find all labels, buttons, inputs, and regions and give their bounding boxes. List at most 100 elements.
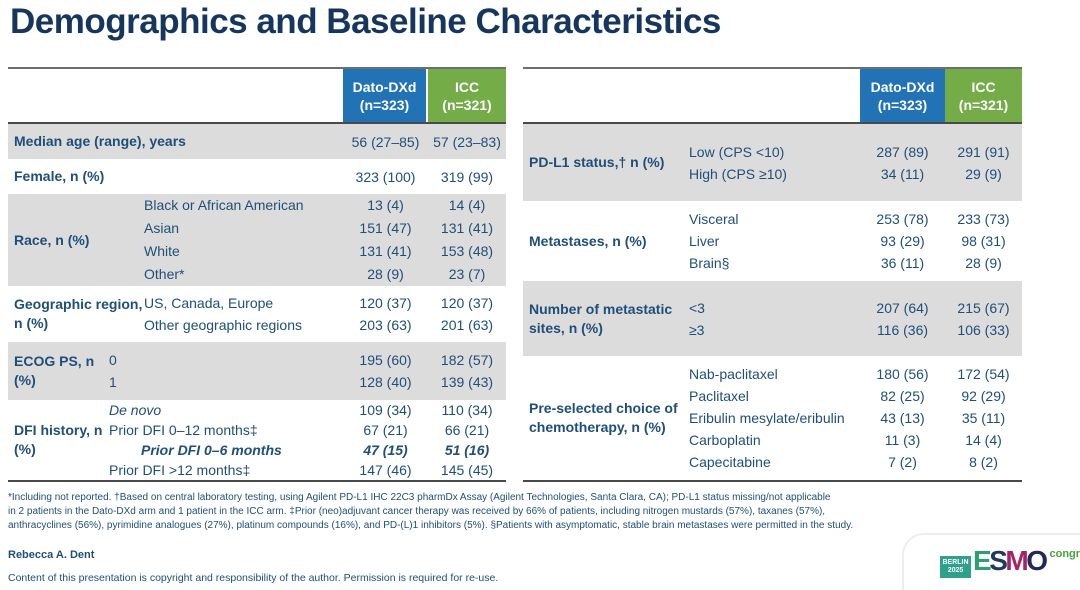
column-header-dato-n: (n=323) — [359, 96, 410, 113]
footnote-line: anthracyclines (56%), pyrimidine analogu… — [8, 520, 854, 531]
footnote-line: *Including not reported. †Based on centr… — [8, 492, 831, 503]
sublabel: Other geographic regions — [144, 317, 302, 333]
value-icc: 51 (16) — [444, 442, 490, 458]
left-table-header: Dato-DXd (n=323) ICC (n=321) — [8, 69, 506, 124]
value-icc: 28 (9) — [965, 255, 1002, 271]
values-icc: 110 (34) 66 (21) 51 (16) 145 (45) — [428, 400, 506, 480]
row-label: DFI history, n (%) — [14, 422, 103, 457]
value-icc: 139 (43) — [440, 374, 494, 390]
value-dato: 131 (41) — [359, 243, 412, 259]
right-table: Dato-DXd (n=323) ICC (n=321) PD-L1 statu… — [523, 67, 1022, 482]
table-row-median-age: Median age (range), years 56 (27–85) 57 … — [8, 124, 506, 159]
table-row-pdl1-status: PD-L1 status,† n (%) Low (CPS <10) High … — [523, 124, 1022, 201]
value-icc: 110 (34) — [441, 402, 493, 418]
left-table: Dato-DXd (n=323) ICC (n=321) Median age … — [8, 67, 506, 482]
row-label: Pre-selected choice of chemotherapy, n (… — [529, 400, 678, 435]
sublabel: Brain§ — [689, 255, 730, 271]
column-header-icc-name: ICC — [971, 78, 996, 95]
value-dato: 120 (37) — [359, 295, 412, 311]
values-icc: 120 (37) 201 (63) — [428, 286, 506, 342]
row-label: ECOG PS, n (%) — [14, 353, 95, 388]
column-header-icc: ICC (n=321) — [428, 69, 506, 122]
row-sublabels: Low (CPS <10) High (CPS ≥10) — [689, 124, 860, 201]
row-label: PD-L1 status,† n (%) — [529, 154, 665, 170]
column-header-icc-n: (n=321) — [958, 96, 1009, 113]
value-dato: 109 (34) — [359, 402, 412, 418]
esmo-logo-card: BERLIN 2025 ESMO congress — [902, 533, 1080, 590]
page-title: Demographics and Baseline Characteristic… — [10, 2, 721, 41]
values-dato: 195 (60) 128 (40) — [343, 342, 428, 400]
row-sublabels: De novo Prior DFI 0–12 months‡ Prior DFI… — [109, 400, 343, 480]
sublabel: Prior DFI 0–6 months — [141, 442, 282, 458]
copyright-note: Content of this presentation is copyrigh… — [8, 572, 499, 584]
value-icc: 215 (67) — [957, 299, 1010, 316]
badge-venue: BERLIN — [942, 559, 969, 566]
values-dato: 120 (37) 203 (63) — [343, 286, 428, 342]
value-dato: 34 (11) — [880, 165, 925, 182]
column-header-dato-name: Dato-DXd — [870, 78, 935, 95]
congress-label: congress — [1049, 548, 1080, 560]
sublabel: ≥3 — [689, 321, 705, 338]
value-icc: 131 (41) — [440, 220, 494, 236]
row-label: Geographic region, n (%) — [14, 296, 143, 331]
value-dato: 195 (60) — [359, 352, 412, 368]
table-row-dfi-history: DFI history, n (%) De novo Prior DFI 0–1… — [8, 400, 506, 480]
value-icc: 29 (9) — [965, 165, 1002, 182]
sublabel: Prior DFI 0–12 months‡ — [109, 422, 258, 438]
column-header-dato-dxd: Dato-DXd (n=323) — [860, 69, 945, 122]
esmo-congress-logo: BERLIN 2025 ESMO congress — [940, 547, 1080, 578]
table-row-ecog-ps: ECOG PS, n (%) 0 1 195 (60) 128 (40) 182… — [8, 342, 506, 400]
value-icc: 98 (31) — [961, 233, 1006, 249]
table-row-metastases: Metastases, n (%) Visceral Liver Brain§ … — [523, 201, 1022, 281]
value-dato: 56 (27–85) — [351, 133, 420, 150]
sublabel: US, Canada, Europe — [144, 295, 274, 311]
header-spacer — [8, 69, 343, 122]
values-dato: 109 (34) 67 (21) 47 (15) 147 (46) — [343, 400, 428, 480]
values-icc: 14 (4) 131 (41) 153 (48) 23 (7) — [428, 194, 506, 286]
column-header-dato-n: (n=323) — [877, 96, 928, 113]
value-icc: 153 (48) — [440, 243, 494, 259]
value-icc: 120 (37) — [440, 295, 494, 311]
row-sublabels: Nab-paclitaxel Paclitaxel Eribulin mesyl… — [689, 356, 860, 480]
table-row-chemotherapy-choice: Pre-selected choice of chemotherapy, n (… — [523, 356, 1022, 480]
values-icc: 182 (57) 139 (43) — [428, 342, 506, 400]
sublabel: Visceral — [689, 211, 739, 227]
sublabel: High (CPS ≥10) — [689, 165, 787, 182]
value-icc: 319 (99) — [440, 168, 494, 185]
row-sublabels: Black or African American Asian White Ot… — [144, 194, 343, 286]
value-dato: 13 (4) — [367, 197, 404, 213]
sublabel: Low (CPS <10) — [689, 143, 785, 160]
value-dato: 47 (15) — [363, 442, 408, 458]
value-dato: 7 (2) — [888, 454, 917, 470]
row-label: Race, n (%) — [14, 231, 90, 248]
value-icc: 233 (73) — [957, 211, 1010, 227]
sublabel: <3 — [689, 299, 705, 316]
value-dato: 180 (56) — [876, 366, 929, 382]
value-dato: 11 (3) — [884, 432, 921, 448]
value-dato: 207 (64) — [876, 299, 929, 316]
row-label: Female, n (%) — [14, 168, 105, 184]
row-sublabels: US, Canada, Europe Other geographic regi… — [144, 286, 343, 342]
sublabel: Asian — [144, 220, 180, 236]
value-icc: 23 (7) — [448, 266, 486, 282]
sublabel: Prior DFI >12 months‡ — [109, 462, 251, 478]
row-sublabels: 0 1 — [109, 342, 343, 400]
berlin-2025-badge: BERLIN 2025 — [940, 556, 971, 578]
column-header-icc-n: (n=321) — [442, 96, 492, 113]
column-header-icc-name: ICC — [454, 78, 480, 95]
values-dato: 287 (89) 34 (11) — [860, 124, 945, 201]
value-icc: 172 (54) — [957, 366, 1010, 382]
value-dato: 287 (89) — [876, 143, 929, 160]
sublabel: Paclitaxel — [689, 388, 749, 404]
sublabel: Liver — [689, 233, 720, 249]
sublabel: White — [144, 243, 180, 259]
sublabel: Carboplatin — [689, 432, 761, 448]
sublabel: De novo — [109, 402, 162, 418]
value-dato: 253 (78) — [876, 211, 929, 227]
value-icc: 92 (29) — [961, 388, 1006, 404]
sublabel: 1 — [109, 374, 117, 390]
table-row-metastatic-sites: Number of metastatic sites, n (%) <3 ≥3 … — [523, 281, 1022, 356]
value-dato: 67 (21) — [363, 422, 408, 438]
row-label: Median age (range), years — [14, 133, 186, 149]
